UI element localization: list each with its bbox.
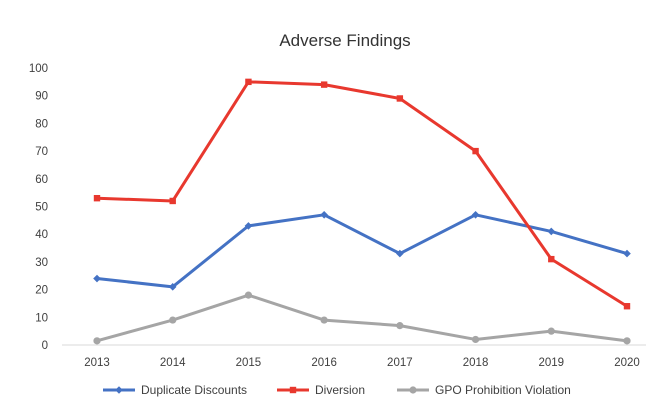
- x-tick-label: 2013: [84, 357, 110, 369]
- data-point-diversion: [169, 197, 176, 205]
- data-point-duplicate-discounts: [168, 283, 177, 291]
- data-point-duplicate-discounts: [623, 249, 631, 258]
- data-point-duplicate-discounts: [93, 274, 101, 283]
- x-tick-label: 2019: [538, 357, 564, 369]
- legend: Duplicate Discounts Diversion GPO Prohibit…: [103, 383, 571, 397]
- data-point-diversion: [320, 81, 328, 88]
- data-point-diversion: [548, 255, 555, 263]
- y-tick-label: 10: [35, 312, 48, 324]
- series-line-diversion: [95, 80, 629, 308]
- y-tick-label: 50: [35, 202, 48, 214]
- x-tick-label: 2017: [387, 357, 413, 369]
- data-point-gpo-prohibition-violation: [320, 316, 328, 324]
- y-tick-label: 90: [35, 91, 48, 103]
- data-point-diversion: [245, 78, 252, 86]
- data-point-gpo-prohibition-violation: [471, 335, 480, 344]
- series-line-duplicate-discounts: [95, 213, 629, 289]
- series-layer: [93, 78, 631, 345]
- legend-label-diversion: Diversion: [315, 383, 365, 397]
- y-tick-label: 20: [35, 285, 48, 297]
- data-point-gpo-prohibition-violation: [244, 291, 253, 299]
- data-point-diversion: [93, 194, 101, 202]
- legend-marker-gpo-prohibition-violation: [409, 386, 417, 394]
- chart-title: Adverse Findings: [279, 31, 410, 50]
- data-point-duplicate-discounts: [547, 227, 556, 236]
- y-tick-label: 40: [35, 229, 48, 241]
- data-point-duplicate-discounts: [244, 222, 253, 230]
- y-tick-label: 80: [35, 118, 48, 130]
- data-point-duplicate-discounts: [471, 211, 480, 219]
- data-point-diversion: [396, 95, 404, 102]
- data-point-gpo-prohibition-violation: [623, 337, 631, 345]
- data-point-gpo-prohibition-violation: [396, 322, 404, 330]
- legend-label-gpo-prohibition-violation: GPO Prohibition Violation: [435, 383, 571, 397]
- y-tick-label: 100: [29, 63, 48, 75]
- axes: 0 10 20 30 40 50 60 70 80 90 100 2013 2014 2015 2016 20…: [29, 63, 646, 369]
- y-tick-label: 70: [35, 146, 48, 158]
- x-tick-label: 2018: [463, 357, 489, 369]
- data-point-diversion: [623, 303, 631, 310]
- y-tick-label: 60: [35, 174, 48, 186]
- legend-label-duplicate-discounts: Duplicate Discounts: [141, 383, 247, 397]
- data-point-gpo-prohibition-violation: [547, 327, 555, 335]
- x-tick-label: 2020: [614, 357, 640, 369]
- y-tick-label: 0: [42, 340, 48, 352]
- data-point-gpo-prohibition-violation: [93, 337, 101, 345]
- data-point-diversion: [472, 147, 479, 155]
- series-line-gpo-prohibition-violation: [95, 293, 629, 343]
- legend-marker-duplicate-discounts: [115, 386, 123, 394]
- x-tick-label: 2016: [311, 357, 337, 369]
- legend-marker-diversion: [289, 386, 297, 394]
- data-point-duplicate-discounts: [320, 211, 328, 219]
- y-tick-label: 30: [35, 257, 48, 269]
- x-tick-label: 2015: [236, 357, 262, 369]
- data-point-gpo-prohibition-violation: [169, 316, 177, 324]
- x-tick-label: 2014: [160, 357, 186, 369]
- data-point-duplicate-discounts: [396, 249, 404, 258]
